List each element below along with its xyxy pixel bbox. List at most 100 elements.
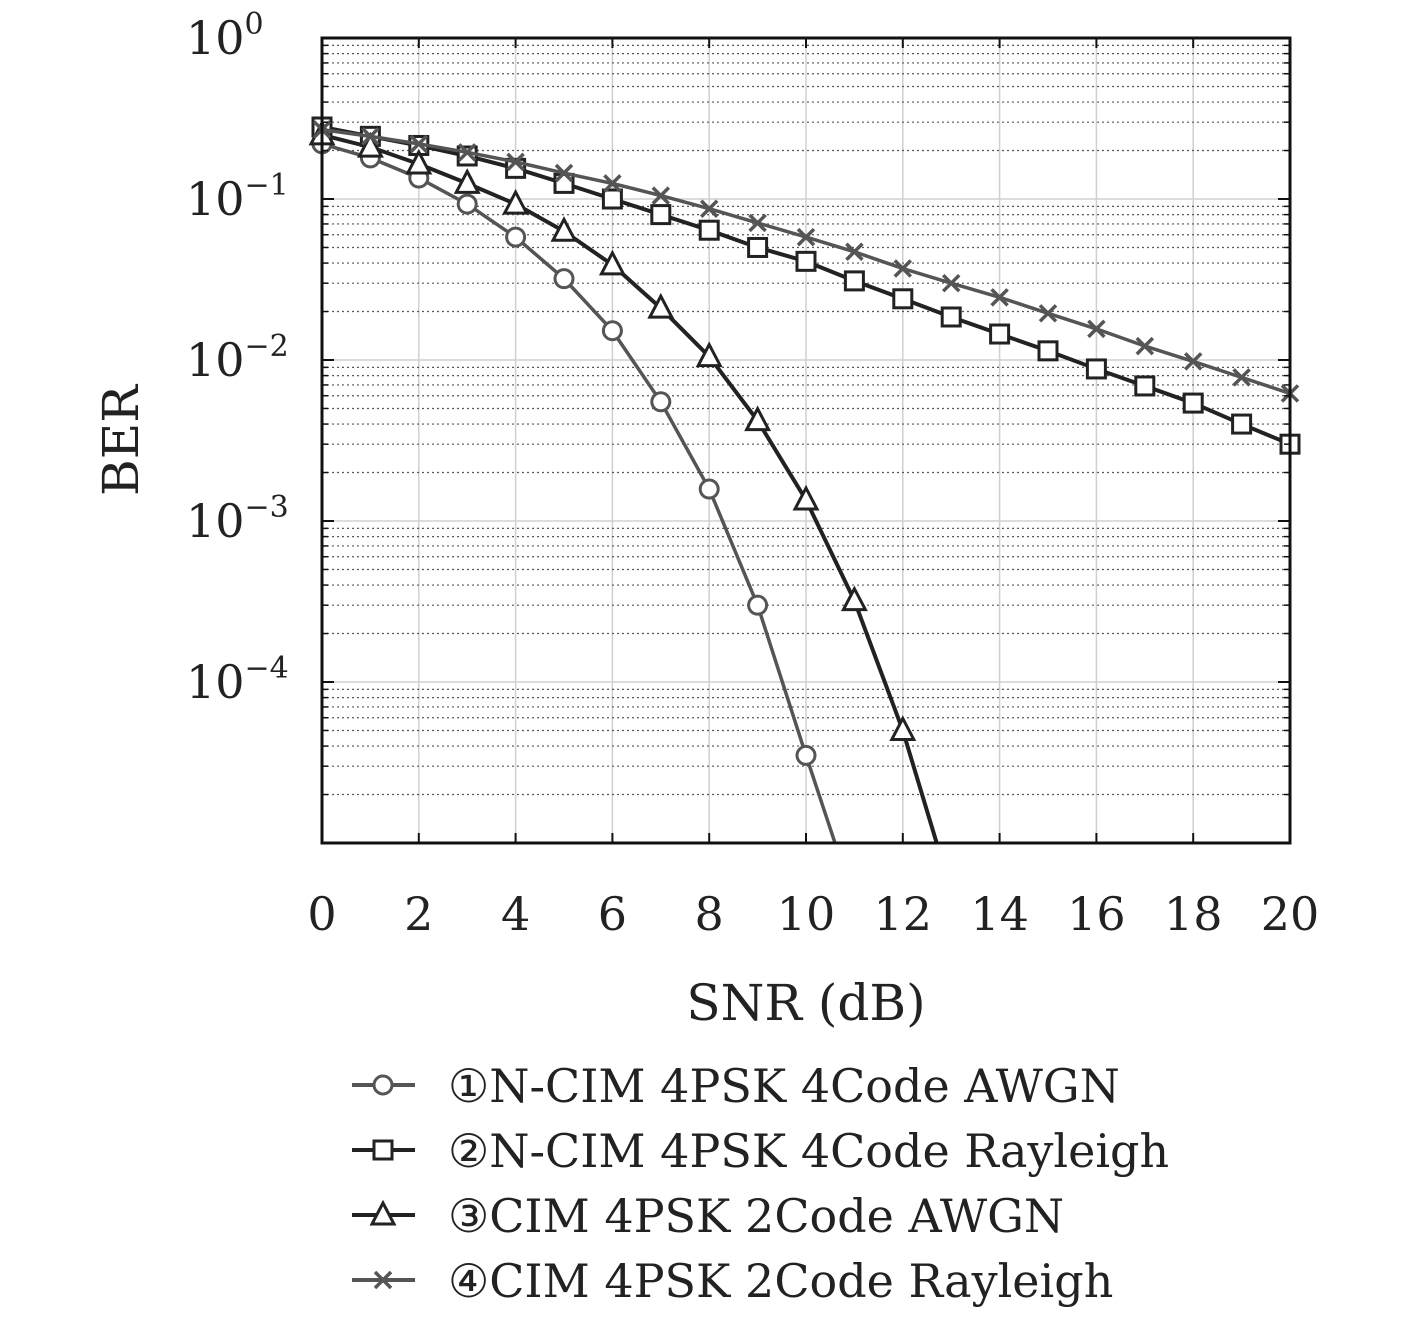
y-tick-label: 10−3 [186, 490, 289, 548]
data-point [505, 226, 527, 248]
data-point [940, 306, 962, 328]
cross-stroke [1087, 319, 1106, 339]
legend-marker [372, 1074, 394, 1096]
x-tick-label: 10 [777, 887, 836, 941]
data-point [650, 204, 672, 226]
data-point [1038, 304, 1058, 323]
data-point [409, 134, 429, 154]
grid [322, 38, 1290, 843]
data-point [647, 292, 675, 319]
data-point [795, 250, 817, 272]
data-point [989, 323, 1011, 345]
data-point [892, 288, 914, 310]
data-point [361, 127, 380, 146]
legend-label: ④CIM 4PSK 2Code Rayleigh [448, 1254, 1113, 1308]
data-point [456, 193, 478, 215]
x-tick-label: 8 [695, 887, 724, 941]
data-point [795, 744, 817, 766]
legend-marker [372, 1139, 394, 1161]
data-point [698, 219, 720, 241]
series-4 [312, 120, 1300, 403]
data-point [457, 143, 477, 162]
cross-stroke [748, 213, 767, 233]
cross-stroke [941, 273, 961, 293]
x-axis-title: SNR (dB) [686, 974, 925, 1032]
x-tick-label: 18 [1164, 887, 1223, 941]
data-point [356, 131, 384, 158]
y-tick-label: 10−1 [186, 168, 289, 226]
cross-stroke [796, 227, 816, 247]
data-point [650, 391, 672, 413]
x-tick-label: 12 [874, 887, 933, 941]
data-point [1037, 340, 1059, 362]
series-layer [308, 116, 1301, 843]
data-point [1135, 336, 1155, 356]
cross-stroke [893, 259, 913, 278]
series-line [322, 132, 939, 843]
data-point [1134, 375, 1156, 397]
data-point [747, 236, 769, 258]
legend-label: ①N-CIM 4PSK 4Code AWGN [448, 1059, 1120, 1113]
legend-label: ③CIM 4PSK 2Code AWGN [448, 1189, 1064, 1243]
x-tick-label: 6 [598, 887, 627, 941]
data-point [601, 188, 623, 210]
data-point [1087, 319, 1106, 339]
legend-label: ②N-CIM 4PSK 4Code Rayleigh [448, 1124, 1169, 1178]
legend-item: ④CIM 4PSK 2Code Rayleigh [352, 1254, 1113, 1308]
data-point [990, 288, 1009, 307]
y-tick-label: 100 [186, 7, 264, 65]
data-point [1183, 352, 1203, 371]
legend: ①N-CIM 4PSK 4Code AWGN ②N-CIM 4PSK 4Code … [352, 1059, 1169, 1308]
data-point [840, 585, 868, 612]
y-tick-label: 10−2 [186, 329, 289, 387]
x-tick-label: 4 [501, 887, 530, 941]
data-point [506, 152, 525, 172]
data-point [796, 227, 816, 247]
data-point [747, 594, 769, 616]
data-point [744, 405, 772, 432]
data-point [843, 270, 865, 292]
data-point [748, 213, 767, 233]
x-tick-label: 20 [1261, 887, 1320, 941]
legend-item: ③CIM 4PSK 2Code AWGN [352, 1189, 1064, 1243]
cross-stroke [845, 242, 864, 262]
cross-stroke [361, 127, 380, 146]
series-3 [308, 119, 939, 843]
data-point [792, 484, 820, 511]
cross-stroke [603, 174, 622, 193]
x-tick-label: 2 [404, 887, 433, 941]
cross-stroke [1038, 304, 1058, 323]
cross-stroke [457, 143, 477, 162]
cross-stroke [506, 152, 525, 172]
data-point [699, 199, 719, 218]
cross-stroke [554, 163, 574, 183]
legend-item: ①N-CIM 4PSK 4Code AWGN [352, 1059, 1120, 1113]
cross-stroke [1232, 368, 1251, 387]
cross-stroke [409, 134, 429, 154]
data-point [502, 188, 530, 215]
x-tick-label: 16 [1067, 887, 1126, 941]
legend-item: ②N-CIM 4PSK 4Code Rayleigh [352, 1124, 1169, 1178]
cross-stroke [1135, 336, 1155, 356]
y-tick-label: 10−4 [186, 651, 289, 709]
data-point [1085, 358, 1107, 380]
data-point [598, 249, 626, 276]
data-point [695, 341, 723, 368]
data-point [405, 148, 433, 175]
data-point [1231, 413, 1253, 435]
data-point [845, 242, 864, 262]
data-point [1182, 392, 1204, 414]
data-point [889, 715, 917, 741]
data-point [941, 273, 961, 293]
data-point [603, 174, 622, 193]
legend-marker [373, 1270, 393, 1290]
cross-stroke [651, 186, 671, 205]
legend-marker [369, 1199, 397, 1226]
data-point [453, 168, 481, 194]
data-point [553, 268, 575, 290]
cross-stroke [699, 199, 719, 218]
data-point [1232, 368, 1251, 387]
x-tick-label: 0 [307, 887, 336, 941]
y-axis-title: BER [92, 384, 150, 496]
ticks: 0 2 4 6 8 10 12 14 16 18 20 100 10−1 10−2 10−3 10−4 [186, 7, 1319, 941]
